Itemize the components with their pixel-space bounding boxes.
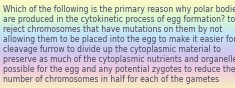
Text: cleavage furrow to divide up the cytoplasmic material to: cleavage furrow to divide up the cytopla… (3, 45, 221, 54)
Text: reject chromosomes that have mutations on them by not: reject chromosomes that have mutations o… (3, 25, 222, 34)
Text: Which of the following is the primary reason why polar bodies: Which of the following is the primary re… (3, 5, 235, 14)
Text: possible for the egg and any potential zygotes to reduce the: possible for the egg and any potential z… (3, 65, 235, 74)
Text: number of chromosomes in half for each of the gametes: number of chromosomes in half for each o… (3, 75, 219, 84)
Text: preserve as much of the cytoplasmic nutrients and organelles as: preserve as much of the cytoplasmic nutr… (3, 55, 235, 64)
Text: are produced in the cytokinetic process of egg formation? to: are produced in the cytokinetic process … (3, 15, 235, 24)
Text: allowing them to be placed into the egg to make it easier for the: allowing them to be placed into the egg … (3, 35, 235, 44)
